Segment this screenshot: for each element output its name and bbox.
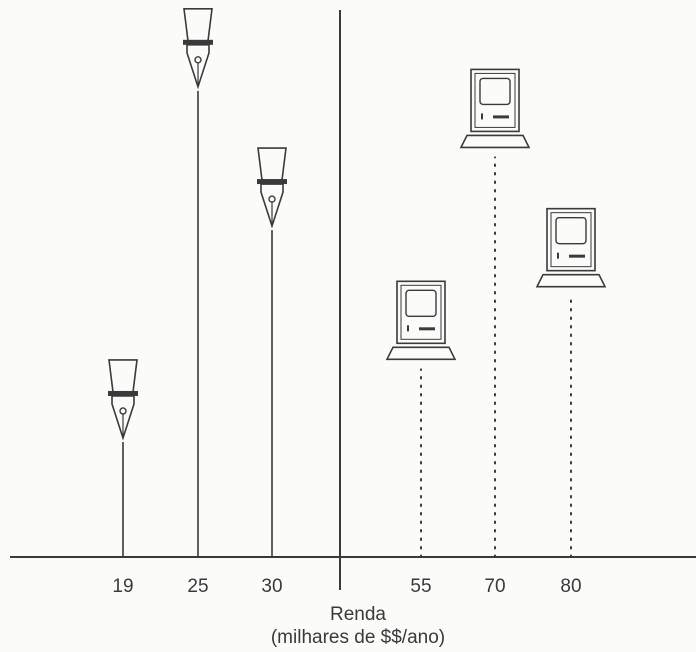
x-tick-label: 80 [560, 576, 581, 597]
computer-bezel [550, 212, 592, 268]
x-tick-label: 30 [261, 576, 282, 597]
pen-cap [183, 8, 213, 42]
stems [122, 90, 572, 558]
computer-slot [569, 254, 585, 258]
fountain-pen-icon [108, 359, 138, 441]
pen-hole [268, 195, 276, 203]
computer-screen [555, 216, 587, 245]
x-tick-label: 25 [187, 576, 208, 597]
pen-cap [108, 359, 138, 393]
computer-icon [535, 207, 607, 288]
x-tick-label: 70 [484, 576, 505, 597]
computer-slot [419, 327, 435, 331]
computer-keyboard [385, 346, 457, 361]
computer-slot [493, 115, 509, 119]
x-axis-subtitle: (milhares de $$/ano) [271, 627, 445, 648]
computer-screen [479, 77, 511, 106]
computer-bezel [400, 284, 442, 340]
computer-case [470, 68, 520, 133]
computer-icon [459, 68, 531, 149]
pen-band [257, 179, 287, 185]
fountain-pen-icon [257, 147, 287, 229]
pen-nib [111, 395, 135, 441]
fountain-pen-icon [183, 8, 213, 90]
axes [10, 10, 696, 590]
x-axis-title: Renda [330, 604, 386, 625]
pen-cap [257, 147, 287, 181]
computer-light [407, 325, 409, 332]
x-tick-label: 55 [410, 576, 431, 597]
pen-hole [119, 407, 127, 415]
computer-light [481, 113, 483, 120]
computer-case [396, 280, 446, 345]
computer-icon [385, 280, 457, 361]
pen-hole [194, 56, 202, 64]
pen-nib [260, 183, 284, 229]
pen-band [183, 39, 213, 45]
pen-band [108, 390, 138, 396]
computer-bezel [474, 72, 516, 128]
x-tick-label: 19 [112, 576, 133, 597]
icons [108, 8, 607, 441]
pen-nib [186, 44, 210, 90]
computer-keyboard [535, 273, 607, 288]
computer-case [546, 207, 596, 272]
computer-light [557, 252, 559, 259]
tick-labels: 19 25 30 55 70 80 [112, 576, 581, 597]
computer-keyboard [459, 134, 531, 149]
computer-screen [405, 289, 437, 318]
